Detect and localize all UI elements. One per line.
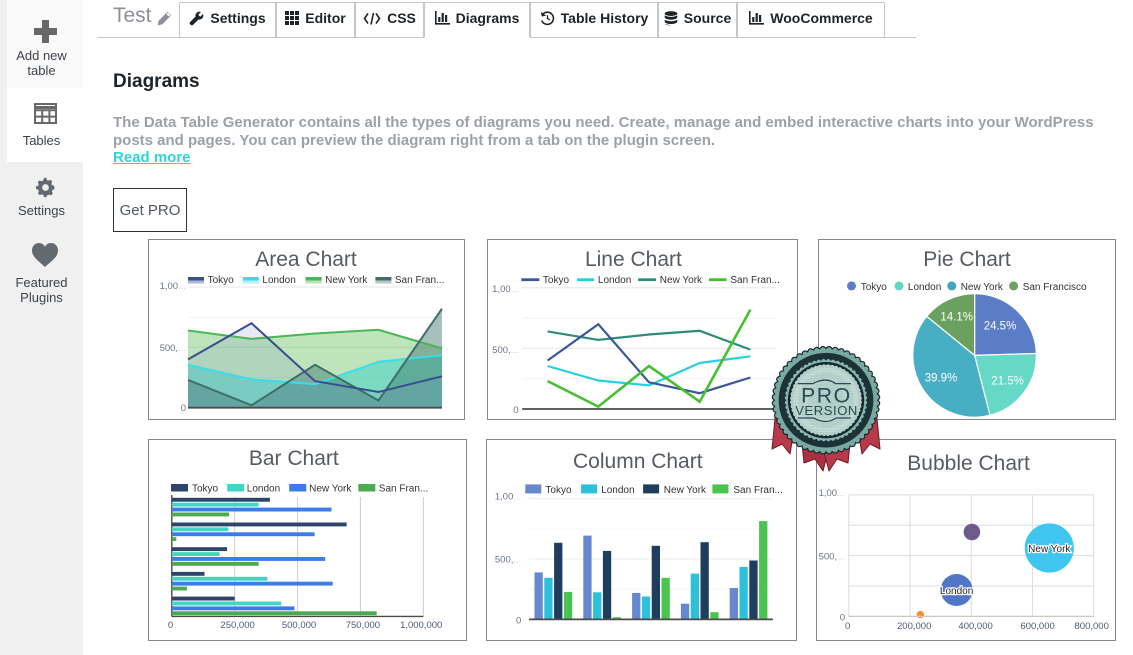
svg-text:0: 0 [516, 615, 521, 626]
svg-text:24.5%: 24.5% [984, 321, 1017, 333]
svg-text:London: London [262, 275, 295, 286]
svg-text:Tokyo: Tokyo [545, 485, 572, 496]
svg-text:San Fran...: San Fran... [395, 275, 444, 286]
svg-text:Tokyo: Tokyo [208, 275, 235, 286]
svg-text:0: 0 [840, 612, 845, 623]
svg-text:500,000: 500,000 [282, 620, 316, 631]
svg-text:London: London [601, 485, 634, 496]
svg-text:1,00...: 1,00... [492, 284, 518, 295]
svg-text:Bar Chart: Bar Chart [249, 447, 339, 470]
svg-text:0: 0 [845, 621, 850, 632]
svg-text:Tokyo: Tokyo [861, 282, 888, 293]
svg-text:San Fran...: San Fran... [730, 275, 779, 286]
svg-text:800,000: 800,000 [1075, 621, 1109, 632]
svg-text:Bubble Chart: Bubble Chart [907, 452, 1030, 475]
svg-text:London: London [598, 275, 631, 286]
svg-text:1,00...: 1,00... [819, 488, 845, 499]
svg-text:New York: New York [664, 485, 707, 496]
svg-text:500,...: 500,... [495, 555, 521, 566]
svg-text:500,...: 500,... [492, 345, 518, 356]
svg-text:San Fran...: San Fran... [379, 484, 428, 495]
svg-text:New York: New York [660, 275, 703, 286]
svg-text:San Fran...: San Fran... [733, 485, 782, 496]
svg-text:21.5%: 21.5% [991, 376, 1024, 388]
svg-text:Pie Chart: Pie Chart [923, 248, 1011, 271]
svg-text:400,000: 400,000 [958, 621, 992, 632]
svg-text:500,...: 500,... [819, 552, 845, 563]
svg-text:Line Chart: Line Chart [585, 248, 682, 271]
svg-text:1,00...: 1,00... [160, 281, 186, 292]
svg-text:750,000: 750,000 [346, 620, 380, 631]
svg-text:London: London [908, 282, 941, 293]
svg-text:London: London [940, 586, 973, 597]
svg-text:Tokyo: Tokyo [192, 484, 219, 495]
svg-text:Tokyo: Tokyo [543, 275, 570, 286]
svg-text:Area Chart: Area Chart [255, 248, 357, 271]
svg-text:500,...: 500,... [160, 343, 186, 354]
svg-text:0: 0 [168, 620, 173, 631]
svg-text:1,00...: 1,00... [495, 492, 521, 503]
svg-text:14.1%: 14.1% [940, 312, 973, 324]
svg-text:New York: New York [1028, 544, 1071, 555]
svg-text:0: 0 [513, 405, 518, 416]
svg-text:600,000: 600,000 [1020, 621, 1054, 632]
svg-text:Column Chart: Column Chart [573, 450, 703, 473]
svg-text:London: London [247, 484, 280, 495]
svg-text:39.9%: 39.9% [925, 372, 958, 384]
svg-text:New York: New York [309, 484, 352, 495]
svg-text:New York: New York [961, 282, 1004, 293]
svg-text:0: 0 [181, 403, 186, 414]
svg-text:1,000,000: 1,000,000 [400, 620, 442, 631]
svg-text:San Francisco: San Francisco [1023, 282, 1087, 293]
svg-text:200,000: 200,000 [897, 621, 931, 632]
svg-text:250,000: 250,000 [220, 620, 254, 631]
svg-text:New York: New York [325, 275, 368, 286]
